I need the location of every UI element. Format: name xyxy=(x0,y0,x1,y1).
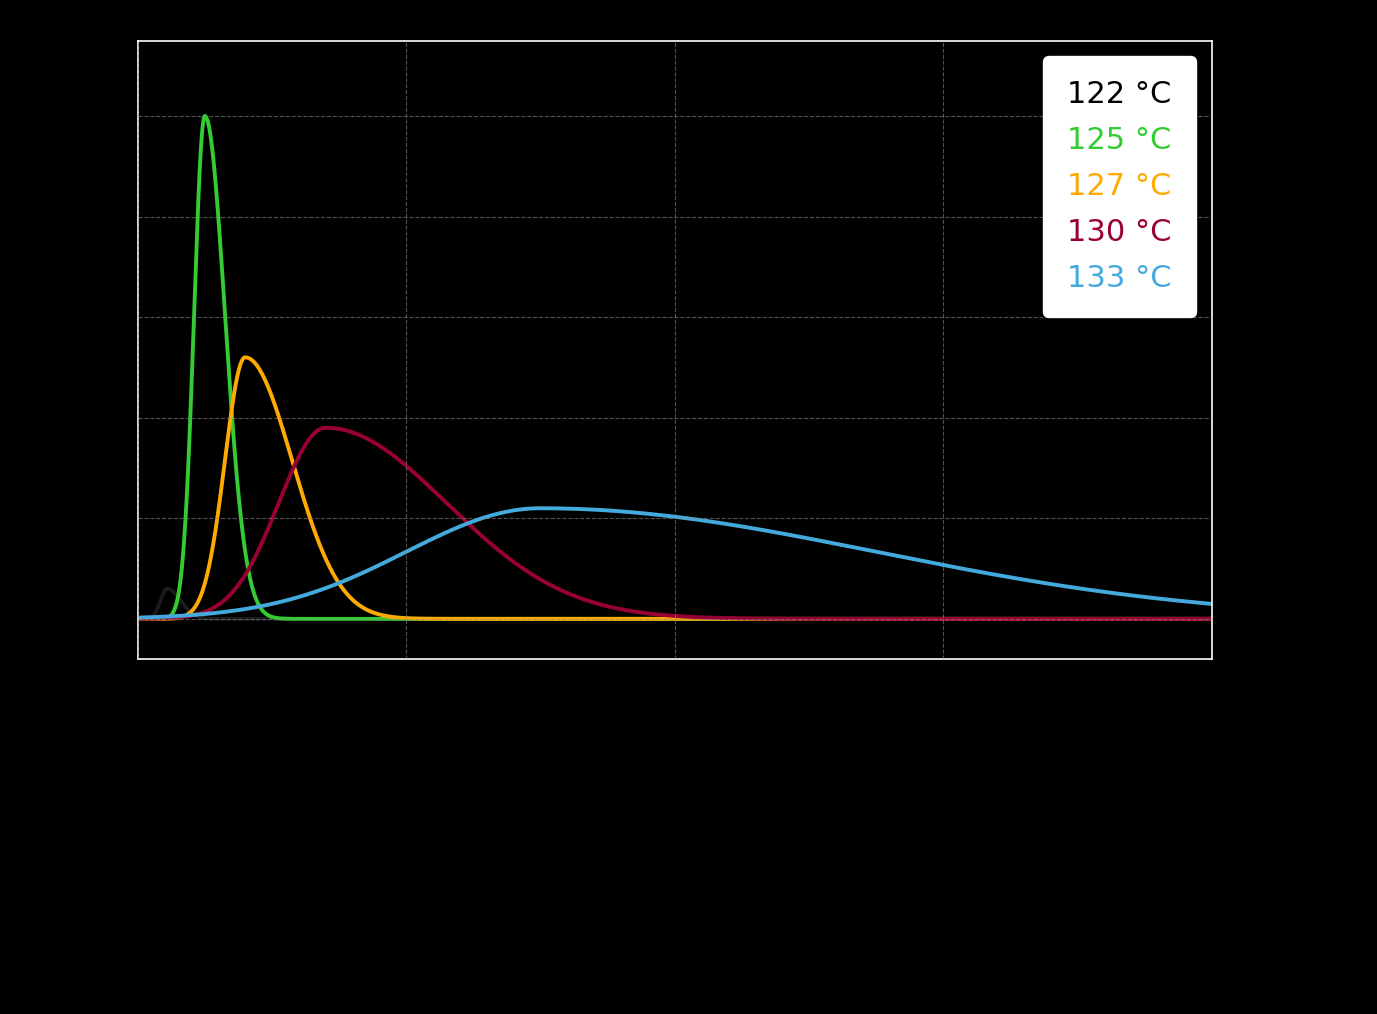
130 °C xyxy=(1183,612,1199,625)
122 °C xyxy=(252,612,269,625)
130 °C xyxy=(588,597,605,609)
130 °C xyxy=(318,422,335,434)
130 °C xyxy=(1203,612,1220,625)
Line: 125 °C: 125 °C xyxy=(138,116,1212,619)
122 °C xyxy=(676,612,693,625)
122 °C xyxy=(1067,612,1084,625)
122 °C xyxy=(588,612,605,625)
127 °C xyxy=(541,612,558,625)
122 °C xyxy=(1183,612,1199,625)
127 °C xyxy=(252,365,269,377)
125 °C xyxy=(1183,612,1199,625)
133 °C xyxy=(1203,598,1220,610)
130 °C xyxy=(1067,612,1084,625)
125 °C xyxy=(252,602,269,614)
127 °C xyxy=(1183,612,1199,625)
133 °C xyxy=(129,611,146,624)
133 °C xyxy=(533,502,549,514)
133 °C xyxy=(315,583,332,595)
Line: 127 °C: 127 °C xyxy=(138,357,1212,619)
125 °C xyxy=(588,612,605,625)
125 °C xyxy=(541,612,558,625)
130 °C xyxy=(541,579,558,591)
Line: 122 °C: 122 °C xyxy=(138,589,1212,619)
133 °C xyxy=(541,502,558,514)
125 °C xyxy=(317,612,333,625)
125 °C xyxy=(129,612,146,625)
127 °C xyxy=(1067,612,1084,625)
125 °C xyxy=(1203,612,1220,625)
127 °C xyxy=(237,351,253,363)
127 °C xyxy=(129,612,146,625)
130 °C xyxy=(252,540,269,553)
122 °C xyxy=(541,612,558,625)
122 °C xyxy=(1203,612,1220,625)
133 °C xyxy=(252,600,269,612)
125 °C xyxy=(1067,612,1084,625)
127 °C xyxy=(317,550,333,562)
133 °C xyxy=(1183,596,1199,608)
133 °C xyxy=(588,504,605,516)
125 °C xyxy=(197,110,213,122)
122 °C xyxy=(317,612,333,625)
125 °C xyxy=(975,612,991,625)
Line: 130 °C: 130 °C xyxy=(138,428,1212,619)
127 °C xyxy=(1203,612,1220,625)
133 °C xyxy=(1067,582,1084,594)
130 °C xyxy=(129,612,146,625)
Legend: 122 °C, 125 °C, 127 °C, 130 °C, 133 °C: 122 °C, 125 °C, 127 °C, 130 °C, 133 °C xyxy=(1042,56,1197,317)
Line: 133 °C: 133 °C xyxy=(138,508,1212,618)
130 °C xyxy=(315,422,332,434)
122 °C xyxy=(160,583,176,595)
127 °C xyxy=(588,612,605,625)
122 °C xyxy=(129,612,146,625)
